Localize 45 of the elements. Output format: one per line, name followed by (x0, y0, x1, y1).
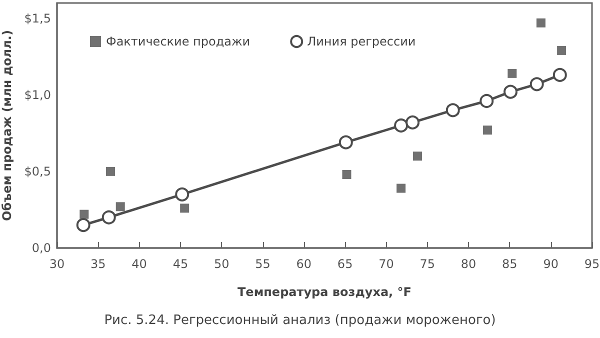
point (102, 210, 116, 224)
point (396, 184, 406, 193)
point (480, 94, 494, 108)
x-tick-label: 85 (502, 257, 518, 271)
point (116, 202, 125, 212)
x-tick-label: 70 (378, 257, 394, 271)
point (342, 170, 352, 179)
x-tick-label: 75 (420, 257, 436, 271)
point (406, 115, 420, 130)
point (446, 103, 460, 118)
point (76, 218, 90, 232)
point (106, 166, 115, 176)
x-tick-label: 55 (255, 257, 270, 271)
y-axis-title: Объем продаж (млн долл.) (0, 30, 14, 221)
legend-label: Линия регрессии (307, 34, 416, 48)
x-tick-label: 50 (214, 257, 230, 271)
point (80, 210, 89, 219)
point (552, 68, 567, 82)
point (482, 126, 492, 135)
x-tick-label: 45 (172, 257, 188, 271)
y-tick-label: $1,0 (24, 88, 51, 102)
point (413, 152, 422, 161)
point (530, 77, 544, 92)
point (504, 84, 518, 99)
x-tick-label: 90 (543, 257, 558, 271)
x-tick-label: 35 (90, 257, 106, 271)
x-tick-label: 30 (49, 257, 65, 271)
y-tick-label: $0,5 (24, 164, 51, 178)
point (180, 204, 190, 213)
point (175, 187, 190, 202)
x-tick-label: 40 (132, 257, 147, 271)
text: Рис. 5.24. Регрессионный анализ (продажи мороженого) (104, 313, 496, 328)
point (338, 135, 353, 150)
point (394, 118, 408, 132)
y-tick-label: 0,0 (32, 241, 51, 255)
y-tick-label: $1,5 (24, 11, 51, 26)
x-tick-label: 65 (337, 257, 353, 271)
x-tick-label: 95 (584, 257, 600, 271)
point (508, 68, 517, 78)
legend-label: Фактические продажи (106, 34, 250, 48)
point (536, 18, 546, 28)
x-axis-title: Температура воздуха, °F (238, 285, 412, 299)
x-tick-label: 80 (460, 257, 476, 271)
x-tick-label: 60 (296, 257, 312, 271)
point (557, 46, 566, 55)
